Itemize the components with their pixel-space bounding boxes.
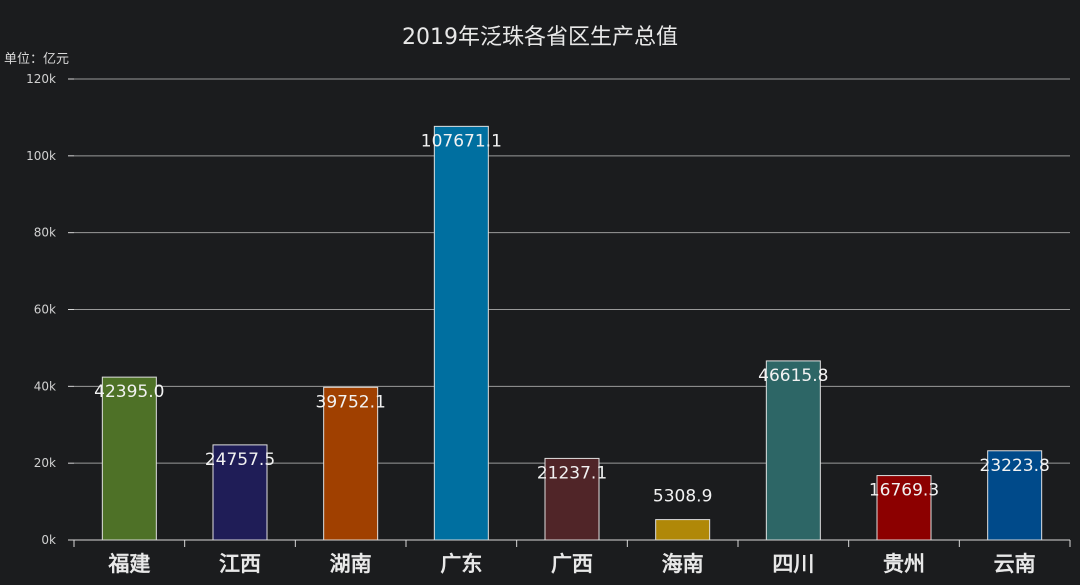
data-label: 21237.1 (537, 463, 607, 483)
unit-label: 单位：亿元 (4, 52, 69, 67)
x-tick-label: 江西 (219, 552, 261, 576)
x-axis: 福建 江西 湖南 广东 广西 海南 四川 贵州 云南 (73, 539, 1071, 576)
chart-title: 2019年泛珠各省区生产总值 (402, 25, 678, 50)
data-label: 24757.5 (205, 450, 275, 470)
data-label: 5308.9 (653, 487, 712, 507)
x-tick-label: 贵州 (883, 552, 925, 576)
x-tick-label: 云南 (994, 552, 1036, 576)
data-label: 39752.1 (316, 392, 386, 412)
data-label: 42395.0 (94, 382, 164, 402)
bar (876, 475, 932, 541)
y-axis-ticks: 0k 20k 40k 60k 80k 100k 120k (26, 72, 74, 547)
y-tick-label: 20k (34, 456, 56, 470)
y-tick-label: 80k (34, 226, 56, 240)
data-label: 16769.3 (869, 481, 939, 501)
data-label: 23223.8 (980, 456, 1050, 476)
y-tick-label: 120k (26, 72, 56, 86)
x-tick-label: 湖南 (330, 552, 372, 576)
x-tick-label: 福建 (107, 552, 150, 576)
y-tick-label: 100k (26, 149, 56, 163)
bar (544, 457, 600, 541)
bar (655, 519, 711, 541)
x-tick-label: 海南 (662, 552, 704, 576)
bar (323, 386, 379, 541)
y-tick-label: 40k (34, 379, 56, 393)
x-tick-label: 广东 (440, 552, 482, 576)
bars (101, 125, 1043, 541)
x-tick-label: 广西 (551, 552, 593, 576)
data-labels: 42395.0 24757.5 39752.1 107671.1 21237.1 5308… (94, 131, 1050, 506)
bar (765, 360, 821, 541)
data-label: 46615.8 (758, 366, 828, 386)
x-tick-label: 四川 (772, 552, 814, 576)
y-tick-label: 0k (41, 533, 56, 547)
bar (433, 125, 489, 541)
y-tick-label: 60k (34, 303, 56, 317)
data-label: 107671.1 (421, 131, 502, 151)
gridlines (74, 78, 1070, 464)
bar (101, 376, 157, 541)
